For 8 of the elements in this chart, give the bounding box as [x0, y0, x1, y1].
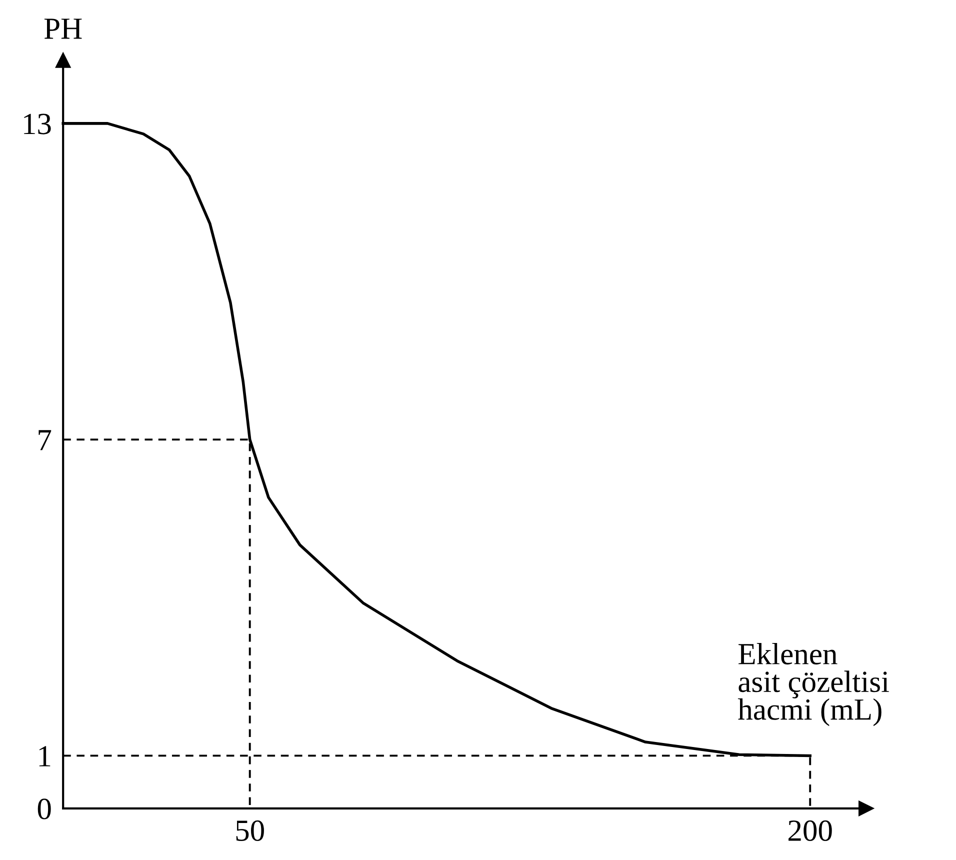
- y-tick-label: 13: [24, 114, 51, 134]
- x-axis-title: Eklenen asit çözeltisi hacmi (mL): [738, 642, 889, 726]
- y-axis-title: PH: [44, 18, 82, 39]
- y-tick-label: 1: [39, 746, 50, 766]
- x-tick-label: 200: [788, 820, 832, 842]
- x-tick-label: 50: [236, 820, 264, 842]
- y-tick-label: 7: [38, 430, 52, 450]
- y-tick-label: 0: [38, 798, 51, 820]
